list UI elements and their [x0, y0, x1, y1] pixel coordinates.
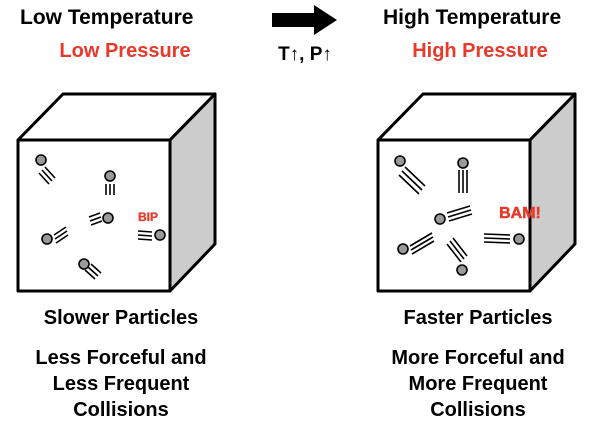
particle — [104, 170, 116, 195]
left-description-line1: Less Forceful and — [35, 347, 207, 369]
right-title: High Temperature — [383, 6, 562, 29]
particle — [397, 232, 435, 255]
left-title: Low Temperature — [20, 6, 194, 29]
left-description: Less Forceful and Less Frequent Collisio… — [6, 345, 236, 423]
right-description-line1: More Forceful and — [391, 347, 565, 369]
transition-label: T↑, P↑ — [278, 44, 332, 65]
right-arrow-icon — [272, 5, 337, 35]
left-box — [16, 92, 217, 293]
left-subtitle: Low Pressure — [59, 40, 191, 62]
particle — [137, 229, 166, 241]
right-box — [376, 92, 577, 293]
right-description-line3: Collisions — [430, 399, 526, 421]
left-description-line2: Less Frequent — [52, 373, 190, 395]
particle — [446, 237, 468, 276]
right-caption: Faster Particles — [403, 307, 553, 329]
particle — [457, 157, 469, 193]
particle — [394, 155, 426, 195]
right-impact-word: BAM! — [499, 205, 541, 222]
left-particles — [35, 154, 166, 280]
particle — [41, 226, 69, 245]
right-particles — [394, 155, 525, 276]
particle — [434, 205, 473, 225]
left-description-line3: Collisions — [73, 399, 169, 421]
left-caption: Slower Particles — [43, 307, 199, 329]
right-description-line2: More Frequent — [408, 373, 548, 395]
left-impact-word: BIP — [138, 210, 158, 224]
particle — [88, 212, 114, 226]
particle — [78, 258, 102, 280]
particle — [35, 154, 56, 185]
right-subtitle: High Pressure — [412, 40, 548, 62]
right-description: More Forceful and More Frequent Collisio… — [362, 345, 594, 423]
particle — [483, 233, 525, 245]
